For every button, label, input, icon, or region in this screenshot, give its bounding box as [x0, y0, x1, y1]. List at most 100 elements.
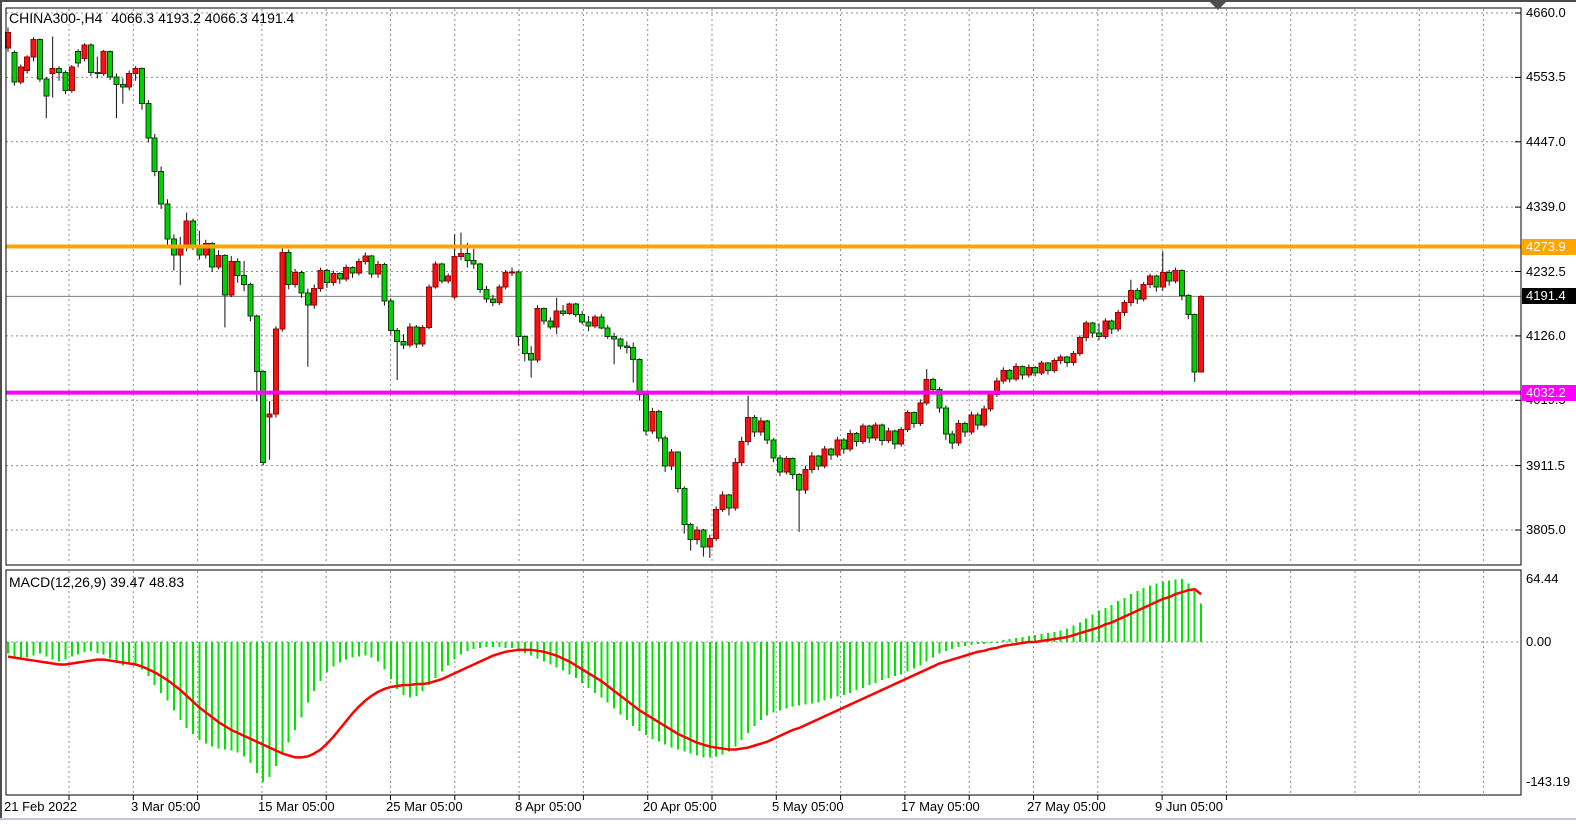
- candle-bullish: [451, 256, 458, 298]
- candle-bearish: [930, 378, 937, 391]
- candle-bearish: [949, 433, 956, 444]
- candle-bullish: [24, 56, 31, 71]
- macd-bar: [1046, 633, 1049, 642]
- candle-bullish: [1013, 366, 1020, 380]
- time-axis-label: 15 Mar 05:00: [258, 799, 335, 814]
- candle-bearish: [623, 345, 630, 348]
- price-tick-label: 3911.5: [1526, 457, 1565, 473]
- candle-bearish: [483, 288, 490, 300]
- candle-bullish: [1070, 352, 1077, 364]
- candle-bullish: [292, 271, 299, 286]
- candle-bearish: [304, 292, 311, 306]
- candle-bearish: [572, 303, 579, 316]
- macd-bar: [504, 642, 507, 648]
- macd-bar: [109, 642, 112, 659]
- macd-bar: [721, 642, 724, 755]
- window-top-edge: [0, 0, 1576, 2]
- candle-bullish: [694, 529, 701, 541]
- candle-bearish: [1108, 320, 1115, 330]
- time-axis-label: 9 Jun 05:00: [1155, 799, 1223, 814]
- candle-bullish: [100, 51, 107, 74]
- time-axis-label: 17 May 05:00: [901, 799, 980, 814]
- macd-bar: [753, 642, 756, 727]
- macd-bar: [172, 642, 175, 711]
- macd-bar: [989, 642, 992, 643]
- indicator-title: MACD(12,26,9) 39.47 48.83: [9, 574, 184, 590]
- candle-bearish: [400, 340, 407, 346]
- candle-bearish: [815, 455, 822, 467]
- candle-bullish: [419, 326, 426, 345]
- candle-bearish: [1064, 356, 1071, 364]
- candle-bearish: [598, 316, 605, 329]
- candle-bearish: [56, 68, 63, 73]
- macd-bar: [83, 642, 86, 652]
- symbol-period-label: CHINA300-,H4: [9, 10, 103, 26]
- macd-bar: [338, 642, 341, 663]
- candle-bullish: [509, 271, 516, 274]
- price-tick-label: 4447.0: [1526, 133, 1566, 149]
- candle-bearish: [1089, 322, 1096, 334]
- candle-bullish: [1147, 275, 1154, 286]
- candle-bearish: [611, 336, 618, 340]
- macd-bar: [262, 642, 265, 782]
- candle-bullish: [1140, 284, 1147, 300]
- candle-bearish: [681, 487, 688, 526]
- macd-bar: [223, 642, 226, 750]
- macd-bar: [89, 642, 92, 651]
- macd-bar: [51, 642, 54, 660]
- macd-bar: [313, 642, 316, 691]
- macd-bar: [708, 642, 711, 758]
- candle-bearish: [853, 432, 860, 443]
- candle-bullish: [713, 508, 720, 539]
- macd-bar: [153, 642, 156, 686]
- macd-bar: [204, 642, 207, 744]
- macd-bar: [485, 642, 488, 647]
- macd-tick-label: 0.00: [1526, 634, 1552, 649]
- macd-bar: [26, 642, 29, 658]
- price-tick-label: 3805.0: [1526, 522, 1566, 537]
- macd-bar: [766, 642, 769, 716]
- candle-bearish: [776, 457, 783, 473]
- macd-bar: [1155, 583, 1158, 642]
- candle-bearish: [75, 51, 82, 64]
- macd-bar: [32, 642, 35, 656]
- macd-bar: [1034, 635, 1037, 642]
- candle-bearish: [751, 417, 758, 433]
- candle-bullish: [445, 275, 452, 282]
- candle-bearish: [1006, 369, 1013, 380]
- macd-bar: [689, 642, 692, 754]
- macd-bar: [1168, 580, 1171, 642]
- macd-bar: [964, 642, 966, 646]
- candle-bearish: [36, 39, 43, 80]
- macd-bar: [1027, 636, 1030, 642]
- candle-bearish: [936, 389, 943, 409]
- candle-bearish: [630, 346, 637, 360]
- macd-bar: [747, 642, 750, 733]
- time-axis-label: 27 May 05:00: [1027, 799, 1106, 814]
- price-tick-label: 4553.5: [1526, 69, 1566, 85]
- macd-bar: [1200, 603, 1203, 642]
- macd-bar: [791, 642, 794, 707]
- candle-bullish: [885, 430, 892, 442]
- macd-bar: [932, 642, 935, 658]
- candle-bearish: [879, 424, 886, 442]
- macd-bar: [326, 642, 328, 673]
- macd-bar: [1123, 598, 1126, 642]
- macd-tick-label: -143.19: [1526, 773, 1571, 789]
- candle-bullish: [17, 66, 24, 83]
- macd-bar: [1040, 634, 1043, 642]
- macd-bar: [434, 642, 437, 679]
- candle-bullish: [904, 412, 911, 431]
- macd-bar: [645, 642, 647, 735]
- macd-bar: [849, 642, 852, 693]
- macd-bar: [581, 642, 584, 684]
- candle-bullish: [496, 286, 503, 304]
- chart-shift-marker-icon[interactable]: [1210, 2, 1226, 10]
- support-price-box: 4032.2: [1522, 385, 1576, 401]
- candle-bullish: [502, 271, 509, 288]
- macd-bar: [491, 642, 494, 647]
- macd-bar: [1015, 638, 1018, 642]
- macd-bar: [300, 642, 303, 718]
